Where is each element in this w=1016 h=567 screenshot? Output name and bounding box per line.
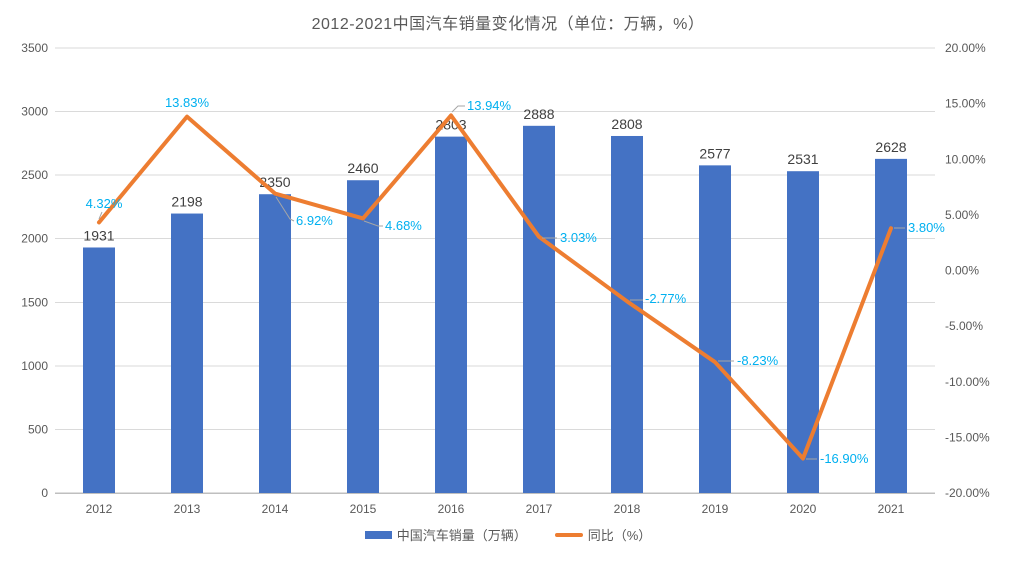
bar: [787, 171, 819, 494]
left-axis-tick: 2000: [21, 232, 48, 246]
chart-title: 2012-2021中国汽车销量变化情况（单位：万辆，%）: [311, 16, 705, 33]
bar-value-label: 2577: [699, 145, 730, 161]
legend-bar-label: 中国汽车销量（万辆）: [396, 528, 527, 543]
pct-label: 6.92%: [296, 213, 333, 228]
pct-label: 4.32%: [86, 196, 123, 211]
bar: [259, 194, 291, 493]
legend-line-swatch-icon: [554, 532, 583, 537]
label-leader-line: [275, 196, 295, 222]
bar: [699, 165, 731, 494]
trend-line: [97, 113, 893, 461]
pct-label: -8.23%: [737, 353, 779, 368]
bar: [435, 136, 467, 493]
label-leader-line: [451, 105, 465, 113]
bar: [875, 158, 907, 493]
left-axis-tick: 3500: [21, 41, 48, 55]
legend: 中国汽车销量（万辆） 同比（%）: [0, 525, 1016, 544]
pct-label: -16.90%: [820, 451, 869, 466]
legend-line-label: 同比（%）: [587, 528, 652, 543]
right-axis-tick: 0.00%: [945, 264, 979, 278]
x-axis-label: 2018: [614, 502, 641, 516]
label-leader-line: [363, 220, 383, 227]
bar-value-label: 2460: [347, 160, 378, 176]
x-axis-label: 2014: [262, 502, 289, 516]
bar-value-label: 1931: [83, 227, 114, 243]
x-axis-label: 2016: [438, 502, 465, 516]
x-axis-label: 2019: [702, 502, 729, 516]
legend-item-yoy: 同比（%）: [554, 525, 652, 544]
legend-bar-swatch-icon: [364, 530, 392, 539]
bar-value-label: 2628: [875, 139, 906, 155]
right-axis-tick: -10.00%: [945, 375, 990, 389]
left-axis-tick: 3000: [21, 105, 48, 119]
left-axis-tick: 2500: [21, 168, 48, 182]
bar: [523, 125, 555, 493]
left-axis-tick: 1500: [21, 295, 48, 309]
bar-value-label: 2888: [523, 106, 554, 122]
bar: [171, 213, 203, 494]
right-axis-tick: 20.00%: [945, 41, 986, 55]
left-axis-tick: 0: [41, 486, 48, 500]
bar-value-label: 2808: [611, 116, 642, 132]
bar: [83, 247, 115, 493]
pct-label: -2.77%: [645, 291, 687, 306]
bar: [611, 135, 643, 494]
x-axis-label: 2021: [878, 502, 905, 516]
left-axis-tick: 500: [28, 422, 48, 436]
right-axis-tick: 15.00%: [945, 97, 986, 111]
x-axis-label: 2012: [86, 502, 113, 516]
bar-value-label: 2531: [787, 151, 818, 167]
label-leader-line: [98, 211, 103, 220]
pct-label: 4.68%: [385, 218, 422, 233]
x-axis-label: 2020: [790, 502, 817, 516]
right-axis-tick: -15.00%: [945, 430, 990, 444]
x-axis-label: 2017: [526, 502, 553, 516]
pct-label: 13.94%: [467, 98, 512, 113]
legend-item-sales: 中国汽车销量（万辆）: [364, 525, 527, 544]
pct-label: 3.80%: [908, 220, 945, 235]
pct-label: 13.83%: [165, 95, 210, 110]
bar-value-label: 2198: [171, 194, 202, 210]
right-axis-tick: -5.00%: [945, 319, 983, 333]
x-axis-label: 2013: [174, 502, 201, 516]
right-axis-tick: -20.00%: [945, 486, 990, 500]
bar: [347, 180, 379, 493]
right-axis-tick: 10.00%: [945, 152, 986, 166]
left-axis-tick: 1000: [21, 359, 48, 373]
x-axis-label: 2015: [350, 502, 377, 516]
right-axis-tick: 5.00%: [945, 208, 979, 222]
pct-label: 3.03%: [560, 230, 597, 245]
